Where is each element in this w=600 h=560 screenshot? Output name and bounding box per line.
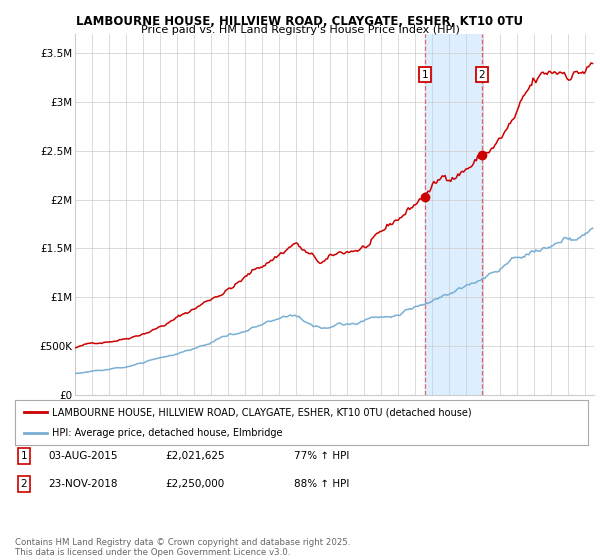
Text: 1: 1 (422, 69, 428, 80)
Text: 2: 2 (20, 479, 28, 489)
Text: 1: 1 (20, 451, 28, 461)
Text: Contains HM Land Registry data © Crown copyright and database right 2025.
This d: Contains HM Land Registry data © Crown c… (15, 538, 350, 557)
Text: LAMBOURNE HOUSE, HILLVIEW ROAD, CLAYGATE, ESHER, KT10 0TU (detached house): LAMBOURNE HOUSE, HILLVIEW ROAD, CLAYGATE… (52, 408, 472, 418)
Text: 2: 2 (478, 69, 485, 80)
Text: £2,250,000: £2,250,000 (165, 479, 224, 489)
Text: 77% ↑ HPI: 77% ↑ HPI (294, 451, 349, 461)
Text: 23-NOV-2018: 23-NOV-2018 (48, 479, 118, 489)
Text: £2,021,625: £2,021,625 (165, 451, 224, 461)
Text: 03-AUG-2015: 03-AUG-2015 (48, 451, 118, 461)
Text: 88% ↑ HPI: 88% ↑ HPI (294, 479, 349, 489)
Bar (425, 34, 482, 395)
Text: Price paid vs. HM Land Registry's House Price Index (HPI): Price paid vs. HM Land Registry's House … (140, 25, 460, 35)
Text: HPI: Average price, detached house, Elmbridge: HPI: Average price, detached house, Elmb… (52, 428, 283, 438)
Text: LAMBOURNE HOUSE, HILLVIEW ROAD, CLAYGATE, ESHER, KT10 0TU: LAMBOURNE HOUSE, HILLVIEW ROAD, CLAYGATE… (76, 15, 524, 27)
